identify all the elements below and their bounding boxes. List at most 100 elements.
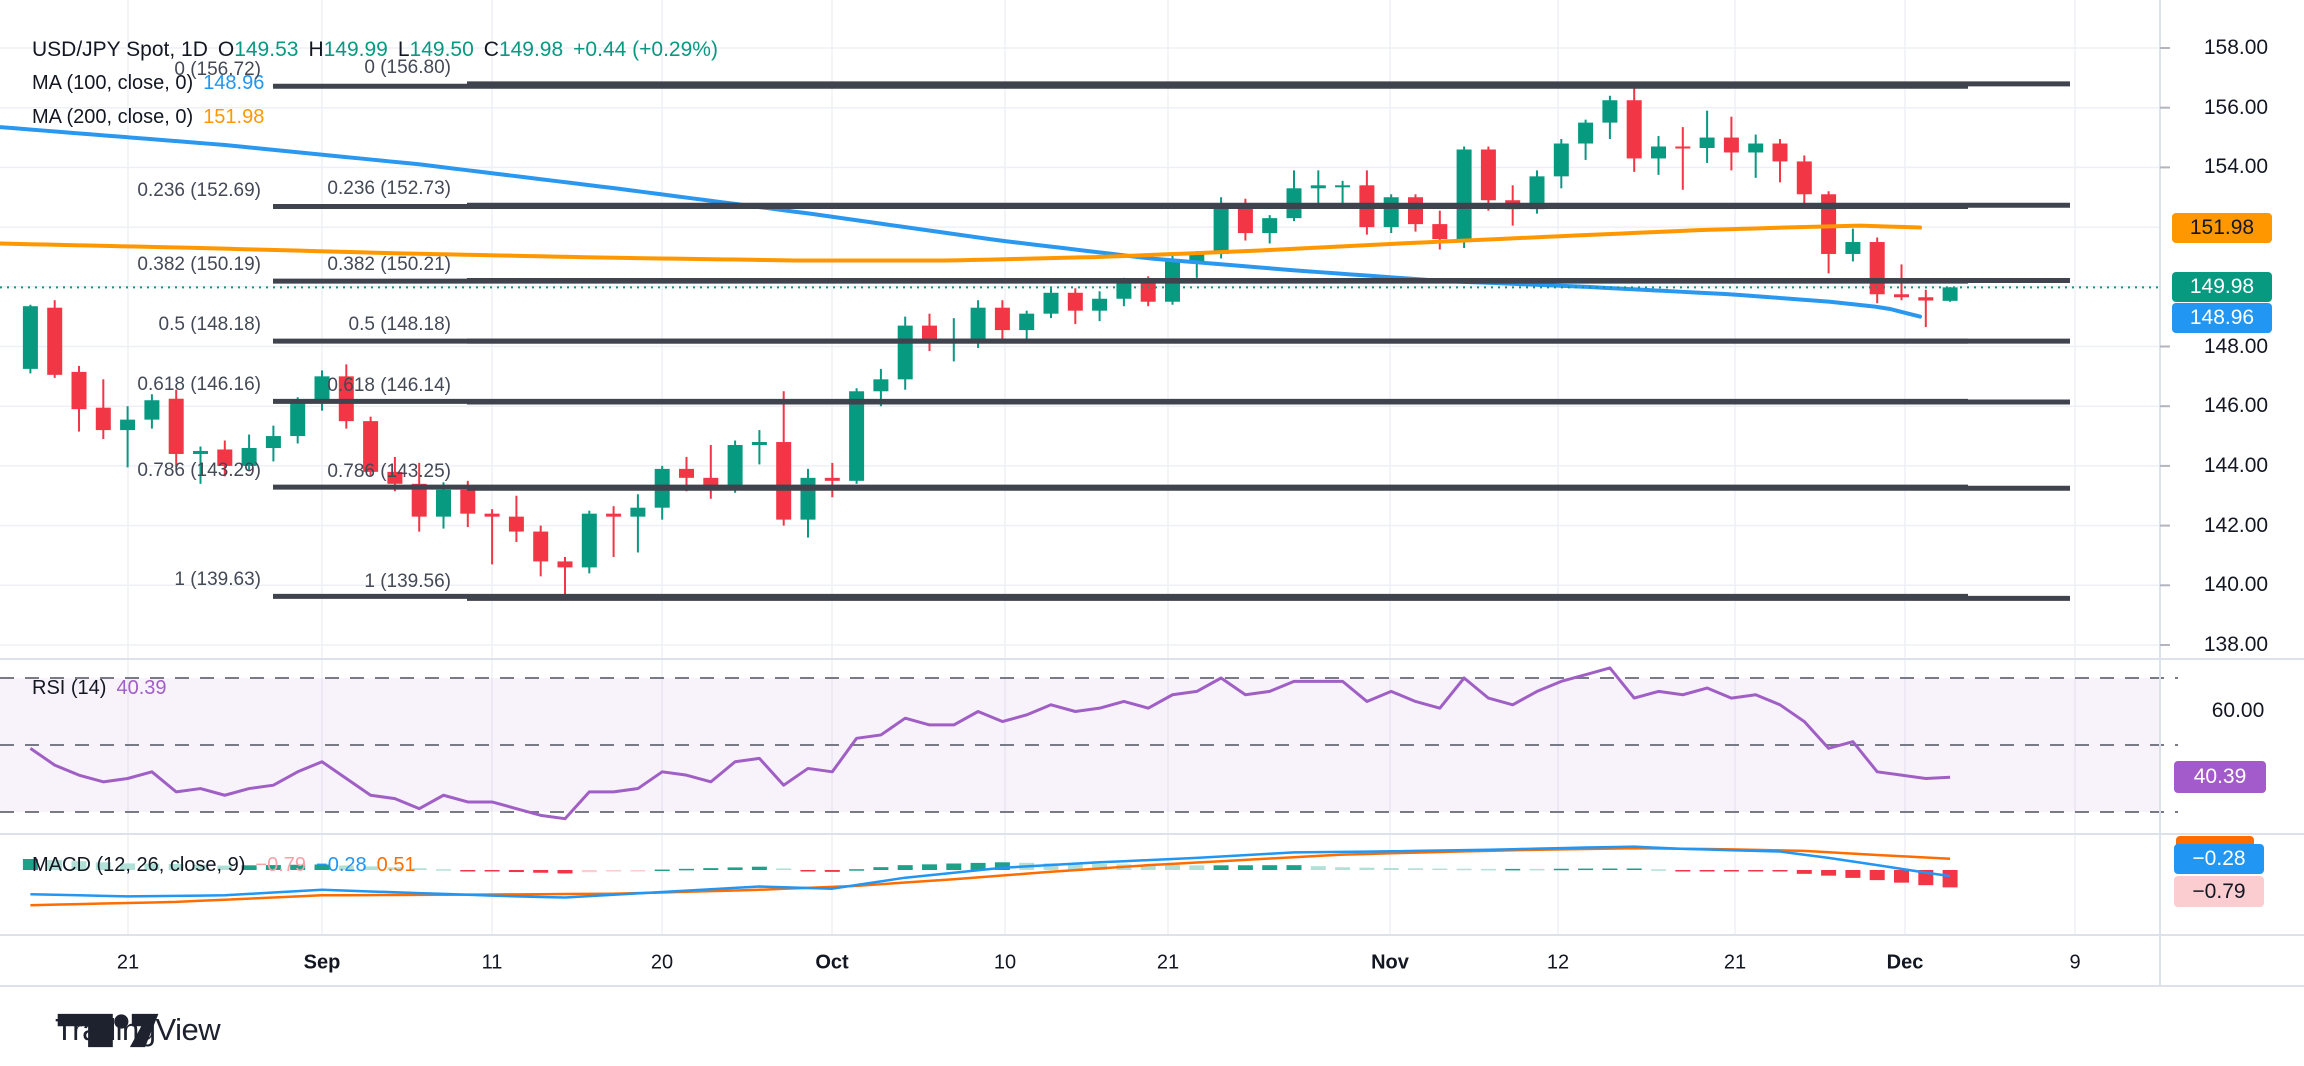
macd-histogram-bar [751, 866, 767, 870]
fib-level-label: 1 (139.56) [364, 571, 451, 593]
macd-histogram-bar [1578, 868, 1594, 871]
ma200-legend-row[interactable]: MA (200, close, 0) 151.98 [32, 106, 264, 129]
candle-down [1918, 297, 1934, 301]
fib-level-label: 0.382 (150.21) [327, 253, 451, 275]
ma100-legend-row[interactable]: MA (100, close, 0) 148.96 [32, 72, 264, 95]
candle-up [1043, 292, 1059, 314]
candle-up [1019, 313, 1035, 331]
macd-histogram-bar [338, 865, 354, 870]
macd-histogram-bar [1359, 867, 1375, 870]
time-axis-label: Nov [1371, 951, 1409, 974]
macd-histogram-bar [484, 870, 500, 872]
macd-histogram-bar [703, 868, 719, 870]
candle-down [508, 516, 524, 532]
candle-up [1748, 143, 1764, 153]
fib-level-label: 0.786 (143.29) [137, 460, 261, 482]
macd-histogram-bar [436, 869, 451, 871]
macd-histogram-bar [533, 870, 549, 873]
macd-histogram-bar [1529, 868, 1545, 871]
macd-histogram-bar [1602, 868, 1618, 871]
candle-up [1383, 197, 1399, 228]
macd-histogram-bar [1092, 863, 1108, 870]
candle-down [1821, 194, 1837, 254]
candle-down [1675, 146, 1691, 149]
candle-down [776, 442, 792, 520]
price-axis-label: 142.00 [2203, 513, 2269, 537]
macd-histogram-bar [1845, 870, 1861, 878]
macd-histogram-bar [1140, 864, 1156, 870]
candle-down [1237, 203, 1253, 234]
macd-histogram-bar [1165, 865, 1180, 870]
candle-down [1796, 161, 1812, 195]
fib-level-label: 0.5 (148.18) [348, 314, 451, 336]
candle-down [71, 371, 87, 410]
candle-up [1699, 137, 1715, 148]
candle-up [727, 445, 743, 490]
macd-line-value: −0.28 [316, 854, 367, 876]
macd-histogram-bar [363, 866, 379, 870]
candle-down [1894, 294, 1909, 298]
macd-histogram-bar [120, 863, 136, 870]
fib-level-label: 0.786 (143.25) [327, 461, 451, 483]
candle-down [363, 421, 379, 472]
ma200-line [0, 223, 1922, 263]
tradingview-mark-icon [57, 1013, 159, 1048]
fib-level-label: 0.236 (152.69) [137, 179, 261, 201]
rsi-value-badge: 40.39 [2174, 761, 2266, 793]
macd-histogram-bar [1067, 863, 1083, 870]
macd-histogram-bar [1942, 870, 1958, 888]
fib-level-label: 1 (139.63) [174, 569, 261, 591]
macd-histogram-bar [679, 868, 694, 871]
candle-down [1723, 137, 1739, 153]
rsi-label: RSI (14) [32, 677, 107, 699]
macd-label: MACD (12, 26, close, 9) [32, 854, 246, 876]
ma200-price-badge: 151.98 [2172, 212, 2272, 243]
macd-histogram-bar [800, 870, 816, 872]
macd-signal-line [30, 846, 1951, 907]
candle-up [970, 307, 986, 341]
tradingview-logo[interactable]: TradingView [55, 1012, 221, 1048]
change-value: +0.44 (+0.29%) [573, 38, 718, 61]
rsi-value: 40.39 [116, 677, 167, 699]
macd-histogram-bar [1796, 870, 1812, 874]
candle-up [193, 450, 208, 454]
macd-histogram-bar [1869, 870, 1885, 881]
candle-up [1213, 203, 1229, 254]
macd-histogram-bar [897, 865, 913, 870]
macd-histogram-bar [849, 869, 865, 871]
candle-up [630, 507, 646, 517]
macd-histogram-bar [630, 870, 646, 872]
candle-down [606, 513, 622, 517]
macd-histogram-bar [606, 870, 622, 872]
candle-down [1408, 197, 1423, 225]
candle-up [1578, 122, 1594, 144]
macd-histogram-bar [1189, 865, 1205, 870]
candle-down [703, 477, 719, 490]
macd-histogram-bar [241, 865, 257, 870]
fib-level-label: 0 (156.72) [174, 59, 261, 81]
candle-down [1432, 224, 1448, 240]
macd-histogram-bar [1894, 870, 1909, 883]
candle-up [314, 376, 330, 401]
rsi-legend-row[interactable]: RSI (14) 40.39 [32, 677, 167, 700]
macd-histogram-bar [387, 867, 403, 870]
price-axis-label: 144.00 [2203, 453, 2269, 477]
candle-down [47, 307, 63, 375]
ma100-label: MA (100, close, 0) [32, 72, 194, 94]
price-axis-label: 156.00 [2203, 95, 2269, 119]
macd-histogram-bar [314, 864, 330, 870]
macd-histogram-bar [1432, 868, 1448, 871]
ma200-value: 151.98 [203, 106, 265, 128]
candle-up [290, 400, 306, 437]
macd-legend-row[interactable]: MACD (12, 26, close, 9) −0.79 −0.28 0.51 [32, 854, 416, 877]
low-label: L [397, 38, 410, 61]
symbol-legend-row[interactable]: USD/JPY Spot, 1D O 149.53 H 149.99 L 149… [32, 38, 718, 62]
macd-histogram-bar [946, 863, 962, 870]
macd-histogram-bar [1675, 870, 1691, 872]
candle-up [1189, 253, 1205, 262]
macd-histogram-bar [1723, 870, 1739, 872]
candle-up [849, 391, 865, 481]
macd-histogram-bar [1456, 868, 1472, 871]
macd-histogram-bar [168, 863, 184, 870]
